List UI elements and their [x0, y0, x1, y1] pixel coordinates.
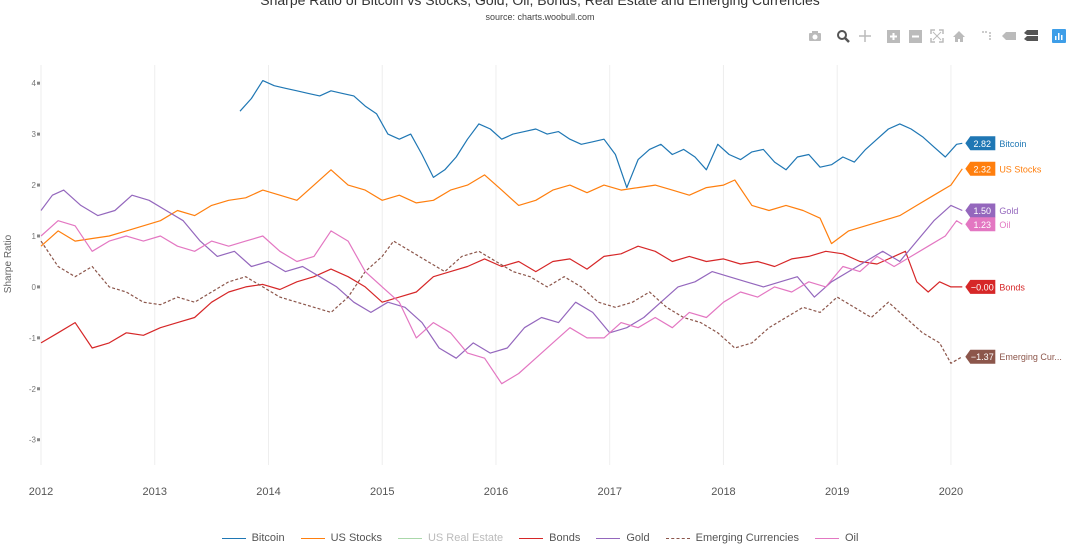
end-label-value: −0.00	[971, 282, 994, 292]
grid	[40, 65, 952, 465]
y-tick-mark	[37, 285, 40, 289]
plotly-logo-icon[interactable]	[1050, 28, 1068, 44]
y-tick-label: 4	[32, 79, 37, 88]
end-label-box	[965, 203, 996, 218]
legend-swatch	[221, 537, 246, 539]
series-end-label: 2.82 Bitcoin	[965, 136, 1026, 151]
camera-icon[interactable]	[806, 28, 824, 44]
series-line-bonds[interactable]	[40, 245, 963, 349]
series-line-oil[interactable]	[40, 220, 963, 385]
end-label-name: Gold	[999, 206, 1018, 216]
end-label-box	[965, 161, 996, 176]
x-tick-label: 2017	[597, 486, 621, 498]
y-tick-mark	[37, 234, 40, 238]
series-end-label: −0.00 Bonds	[965, 279, 1025, 294]
y-tick-mark	[37, 183, 40, 187]
legend-item-bitcoin[interactable]: Bitcoin	[221, 532, 285, 544]
y-tick-mark	[37, 81, 40, 85]
x-axis: 2012 2013 2014 2015 2016 2017 2018 2019 2020	[29, 486, 963, 498]
end-label-value: −1.37	[971, 352, 994, 362]
series-end-label: 2.32 US Stocks	[965, 161, 1042, 176]
legend-label: US Stocks	[330, 532, 382, 544]
legend-item-us-real-estate[interactable]: US Real Estate	[397, 532, 504, 544]
spike-lines-icon[interactable]	[978, 28, 996, 44]
legend-item-gold[interactable]: Gold	[596, 532, 650, 544]
zoom-icon[interactable]	[834, 28, 852, 44]
y-tick-label: 2	[32, 181, 37, 190]
end-label-value: 1.50	[974, 206, 992, 216]
x-tick-label: 2019	[825, 486, 849, 498]
autoscale-icon[interactable]	[928, 28, 946, 44]
series-end-label: −1.37 Emerging Cur...	[965, 349, 1062, 364]
x-tick-label: 2014	[256, 486, 280, 498]
series-line-gold[interactable]	[40, 189, 963, 359]
legend-label: US Real Estate	[427, 532, 504, 544]
zoom-in-icon[interactable]	[884, 28, 902, 44]
y-axis-title: Sharpe Ratio	[3, 234, 14, 293]
series-line-us-stocks[interactable]	[40, 168, 963, 247]
y-axis: -3 -2 -1 0 1 2 3 4	[29, 79, 40, 445]
legend-label: Bonds	[549, 532, 581, 544]
legend-label: Emerging Currencies	[695, 532, 799, 544]
end-label-box	[965, 349, 996, 364]
end-label-name: Oil	[999, 220, 1010, 230]
legend-item-bonds[interactable]: Bonds	[519, 532, 580, 544]
legend: Bitcoin US Stocks US Real Estate Bonds Gold E…	[0, 532, 1080, 544]
end-labels: 2.82 Bitcoin 2.32 US Stocks −0.00 Bonds 1.50 Go…	[965, 136, 1062, 364]
pan-icon[interactable]	[856, 28, 874, 44]
end-label-box	[965, 136, 996, 151]
end-label-name: Emerging Cur...	[999, 352, 1062, 362]
series-end-label: 1.50 Gold	[965, 203, 1018, 218]
legend-swatch	[300, 537, 325, 539]
end-label-name: US Stocks	[999, 164, 1042, 174]
modebar	[806, 27, 1072, 45]
hover-closest-icon[interactable]	[1000, 28, 1018, 44]
legend-label: Oil	[844, 532, 859, 544]
y-tick-label: 0	[32, 283, 37, 292]
end-label-name: Bitcoin	[999, 139, 1026, 149]
legend-swatch	[596, 537, 621, 539]
end-label-box	[965, 279, 996, 294]
x-tick-label: 2012	[29, 486, 53, 498]
y-tick-mark	[37, 132, 40, 136]
chart-title: Sharpe Ratio of Bitcoin vs Stocks, Gold,…	[260, 0, 820, 8]
legend-swatch	[665, 537, 690, 539]
y-tick-mark	[37, 336, 40, 340]
x-tick-label: 2015	[370, 486, 394, 498]
chart-source: source: charts.woobull.com	[485, 12, 595, 22]
plot-area[interactable]	[40, 80, 963, 385]
y-tick-label: -2	[29, 385, 37, 394]
end-label-value: 2.32	[974, 164, 992, 174]
x-tick-label: 2013	[143, 486, 167, 498]
end-label-value: 1.23	[974, 220, 992, 230]
series-line-emerging-currencies[interactable]	[40, 240, 963, 364]
legend-label: Bitcoin	[251, 532, 285, 544]
hover-compare-icon[interactable]	[1022, 28, 1040, 44]
legend-swatch	[397, 537, 422, 539]
home-icon[interactable]	[950, 28, 968, 44]
end-label-name: Bonds	[999, 282, 1025, 292]
legend-item-us-stocks[interactable]: US Stocks	[300, 532, 382, 544]
y-tick-mark	[37, 438, 40, 442]
x-tick-label: 2020	[939, 486, 963, 498]
legend-swatch	[519, 537, 544, 539]
x-tick-label: 2018	[711, 486, 735, 498]
legend-label: Gold	[626, 532, 650, 544]
legend-swatch	[814, 537, 839, 539]
zoom-out-icon[interactable]	[906, 28, 924, 44]
y-tick-label: -3	[29, 436, 37, 445]
y-tick-mark	[37, 387, 40, 391]
legend-item-oil[interactable]: Oil	[814, 532, 859, 544]
series-end-label: 1.23 Oil	[965, 217, 1010, 232]
x-tick-label: 2016	[484, 486, 508, 498]
legend-item-emerging-currencies[interactable]: Emerging Currencies	[665, 532, 799, 544]
series-line-bitcoin[interactable]	[239, 80, 963, 189]
y-tick-label: 1	[32, 232, 37, 241]
end-label-box	[965, 217, 996, 232]
y-tick-label: 3	[32, 130, 37, 139]
y-tick-label: -1	[29, 334, 37, 343]
end-label-value: 2.82	[974, 139, 992, 149]
